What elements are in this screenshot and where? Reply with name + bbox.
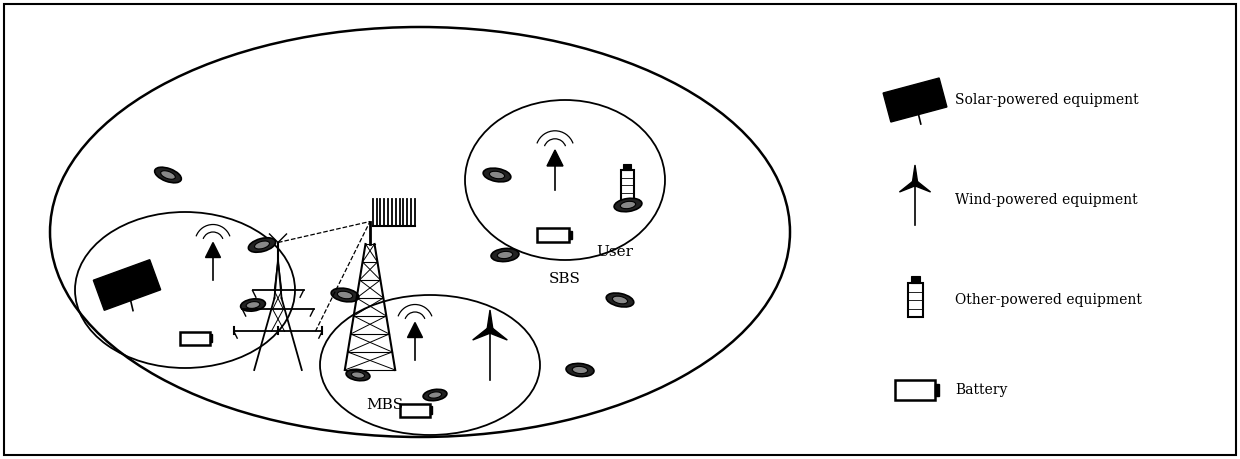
Text: Wind-powered equipment: Wind-powered equipment [955,193,1137,207]
Ellipse shape [573,366,588,374]
Ellipse shape [620,202,636,209]
Ellipse shape [351,372,365,378]
Ellipse shape [346,369,370,381]
Polygon shape [883,78,947,122]
Ellipse shape [331,288,358,302]
Polygon shape [408,323,423,337]
Ellipse shape [497,252,512,258]
Polygon shape [487,310,494,330]
Polygon shape [914,181,930,192]
Polygon shape [472,327,491,340]
Ellipse shape [247,302,260,308]
Polygon shape [93,260,161,310]
Ellipse shape [241,299,265,311]
Ellipse shape [613,296,627,304]
Text: Other-powered equipment: Other-powered equipment [955,293,1142,307]
Bar [910,276,920,283]
Ellipse shape [565,364,594,376]
Bar [624,164,631,170]
Polygon shape [489,327,507,340]
Bar [569,231,572,239]
Ellipse shape [337,291,352,299]
Text: Battery: Battery [955,383,1007,397]
Ellipse shape [248,238,275,252]
Ellipse shape [614,198,642,212]
Bar [935,384,939,396]
Polygon shape [913,165,918,183]
Bar [401,403,430,416]
Bar [908,283,923,317]
Bar [895,380,935,400]
Ellipse shape [491,248,520,262]
Text: Solar-powered equipment: Solar-powered equipment [955,93,1138,107]
Ellipse shape [423,389,446,401]
Bar [430,406,433,414]
Polygon shape [547,150,563,166]
Bar [537,228,569,242]
Polygon shape [206,242,221,257]
Ellipse shape [161,171,175,179]
Text: SBS: SBS [549,272,580,286]
Ellipse shape [155,167,181,183]
Ellipse shape [606,293,634,307]
Ellipse shape [490,171,505,179]
Ellipse shape [484,168,511,182]
Bar [210,334,212,341]
Text: User: User [596,245,634,259]
Polygon shape [899,181,916,192]
Ellipse shape [254,241,269,249]
Bar [180,331,210,345]
Text: MBS: MBS [367,398,403,412]
Bar [620,170,634,200]
Ellipse shape [429,392,441,398]
